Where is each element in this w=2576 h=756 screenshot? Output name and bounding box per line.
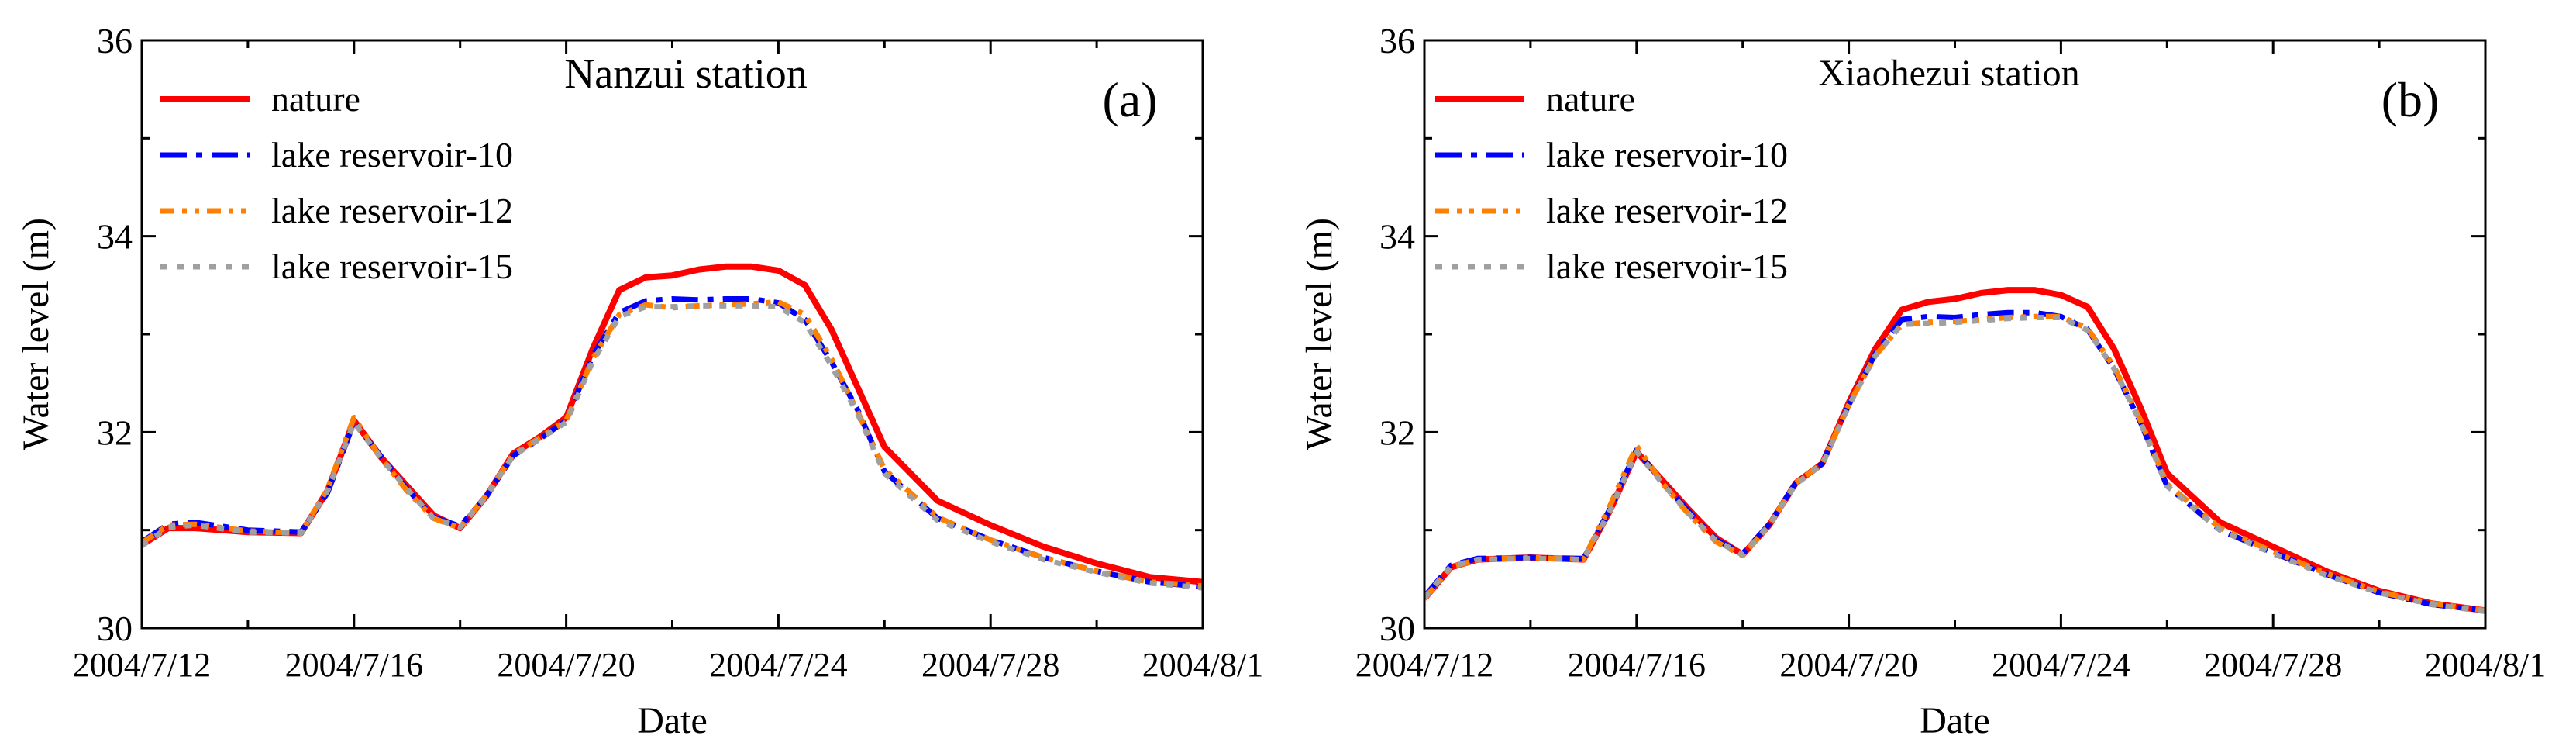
chart-panel-b: 2004/7/12 2004/7/16 2004/7/20 2004/7/24 2004… [1299, 21, 2546, 741]
y-axis-label: Water level (m) [1299, 218, 1340, 450]
x-tick-label: 2004/8/1 [2425, 646, 2546, 684]
legend-label: lake reservoir-12 [271, 191, 513, 230]
plot-area [142, 263, 1203, 591]
x-axis-label: Date [1920, 700, 1990, 741]
y-tick-label: 36 [97, 21, 133, 60]
series-line-nature [1424, 287, 2485, 614]
chart-panel-a: 2004/7/12 2004/7/16 2004/7/20 2004/7/24 2004… [15, 21, 1263, 741]
legend-label: lake reservoir-15 [271, 247, 513, 286]
legend-label: lake reservoir-15 [1546, 247, 1788, 286]
chart-title: Xiaohezui station [1818, 53, 2079, 94]
x-tick-label: 2004/7/16 [1568, 646, 1706, 684]
y-tick-label: 32 [1379, 413, 1415, 452]
panel-label: (b) [2381, 72, 2440, 127]
legend-label: lake reservoir-10 [1546, 135, 1788, 174]
legend-label: lake reservoir-10 [271, 135, 513, 174]
series-line-lake-reservoir-12 [1424, 313, 2485, 613]
x-tick-label: 2004/7/16 [285, 646, 423, 684]
series-line-lake-reservoir-12 [142, 299, 1203, 589]
x-tick-label: 2004/7/24 [1992, 646, 2130, 684]
y-axis-label: Water level (m) [15, 218, 57, 450]
x-tick-label: 2004/7/24 [709, 646, 847, 684]
y-tick-label: 34 [1379, 217, 1415, 257]
x-tick-label: 2004/7/20 [497, 646, 635, 684]
x-tick-label: 2004/7/28 [2204, 646, 2342, 684]
x-axis-label: Date [637, 700, 708, 741]
legend: nature lake reservoir-10 lake reservoir-12… [1435, 79, 1788, 286]
x-tick-label: 2004/7/28 [921, 646, 1059, 684]
y-tick-label: 36 [1379, 21, 1415, 60]
x-tick-label: 2004/8/1 [1142, 646, 1263, 684]
chart-title: Nanzui station [564, 50, 807, 97]
legend-label: nature [1546, 79, 1635, 119]
plot-area [1424, 287, 2485, 614]
y-tick-label: 32 [97, 413, 133, 452]
y-tick-label: 30 [1379, 609, 1415, 648]
legend-label: lake reservoir-12 [1546, 191, 1788, 230]
legend: nature lake reservoir-10 lake reservoir-12… [160, 79, 513, 286]
x-tick-label: 2004/7/12 [73, 646, 211, 684]
y-tick-label: 34 [97, 217, 133, 257]
x-tick-label: 2004/7/12 [1355, 646, 1493, 684]
y-tick-label: 30 [97, 609, 133, 648]
panel-label: (a) [1102, 72, 1157, 127]
x-tick-label: 2004/7/20 [1779, 646, 1917, 684]
legend-label: nature [271, 79, 360, 119]
